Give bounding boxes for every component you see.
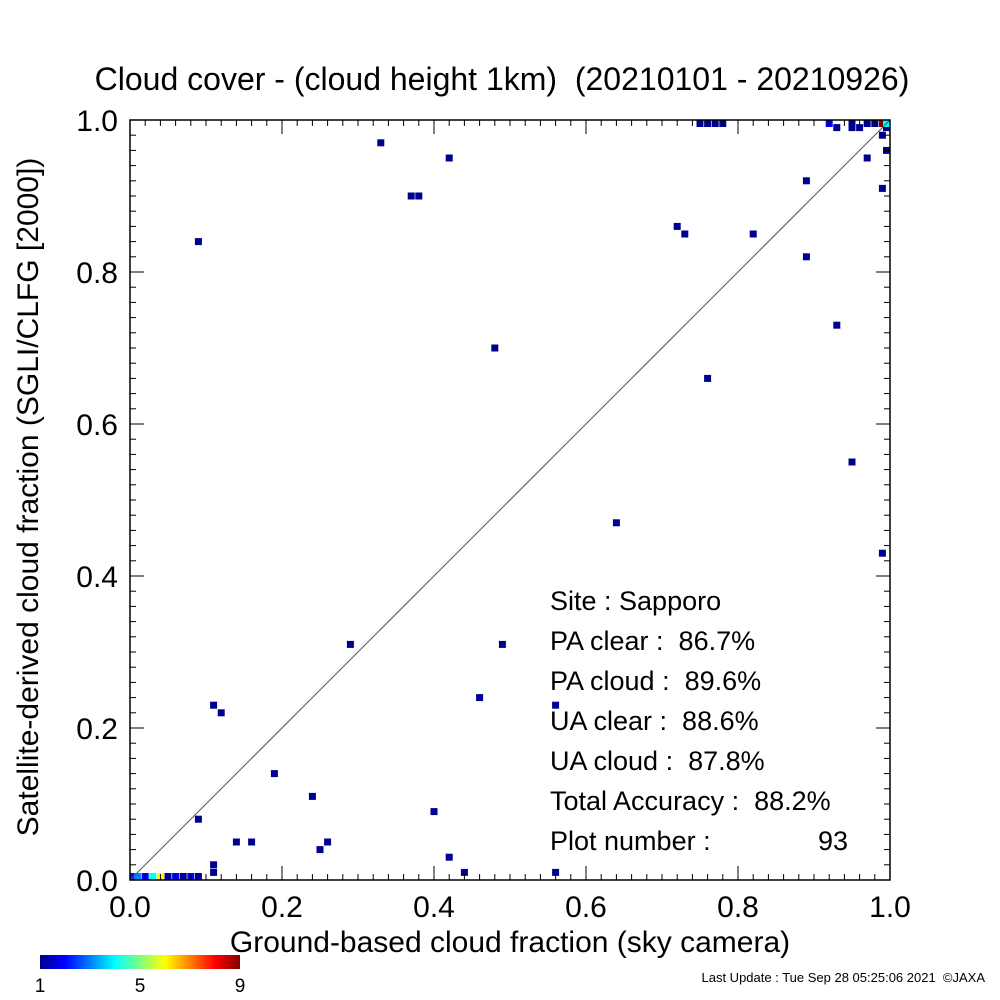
heatmap-cell — [848, 458, 856, 466]
heatmap-cell — [863, 120, 871, 127]
statistics-panel: Site : Sapporo PA clear : 86.7% PA cloud… — [550, 586, 848, 856]
heatmap-cell — [802, 253, 810, 261]
heatmap-cell — [833, 124, 841, 132]
heatmap-cell — [232, 838, 240, 846]
y-tick-label: 0.4 — [76, 561, 118, 594]
heatmap-cell — [194, 815, 202, 823]
heatmap-cell — [878, 549, 886, 557]
heatmap-cell — [552, 868, 560, 876]
ua-cloud: UA cloud : 87.8% — [550, 746, 765, 776]
heatmap-cell — [498, 640, 506, 648]
heatmap-cell — [878, 120, 886, 127]
heatmap-cell — [878, 184, 886, 192]
heatmap-cell — [134, 873, 142, 880]
colorbar-tick-max: 9 — [235, 976, 246, 997]
colorbar-gradient — [40, 955, 240, 969]
heatmap-cell — [681, 230, 689, 238]
heatmap-cell — [194, 873, 202, 880]
colorbar-tick-min: 1 — [35, 976, 46, 997]
heatmap-cell — [270, 770, 278, 778]
colorbar: 1 5 9 — [35, 955, 246, 997]
heatmap-cell — [856, 124, 864, 132]
heatmap-cell — [704, 374, 712, 382]
heatmap-cell — [164, 873, 172, 880]
one-to-one-line — [129, 119, 891, 881]
heatmap-cell — [248, 838, 256, 846]
heatmap-cell — [149, 873, 157, 880]
colorbar-tick-mid: 5 — [135, 976, 146, 997]
heatmap-cell — [612, 519, 620, 527]
heatmap-cell — [179, 873, 187, 880]
heatmap-cell — [324, 838, 332, 846]
heatmap-cell — [848, 124, 856, 132]
heatmap-cell — [217, 709, 225, 717]
heatmap-cell — [848, 120, 856, 127]
y-axis-label: Satellite-derived cloud fraction (SGLI/C… — [12, 158, 45, 837]
heatmap-cell — [430, 808, 438, 816]
heatmap-cell — [415, 192, 423, 200]
heatmap-cell — [696, 120, 704, 127]
heatmap-cell — [491, 344, 499, 352]
heatmap-cell — [210, 868, 218, 876]
heatmap-cell — [476, 694, 484, 702]
heatmap-cell — [377, 139, 385, 147]
heatmap-cell — [673, 222, 681, 230]
x-tick-label: 0.4 — [413, 891, 455, 924]
y-tick-label: 0.6 — [76, 409, 118, 442]
heatmap-cell — [883, 124, 890, 132]
y-tick-label: 1.0 — [76, 105, 118, 138]
ua-clear: UA clear : 88.6% — [550, 706, 759, 736]
x-axis-label: Ground-based cloud fraction (sky camera) — [230, 926, 790, 959]
heatmap-cell — [711, 120, 719, 127]
heatmap-cell — [863, 154, 871, 162]
y-tick-label: 0.8 — [76, 257, 118, 290]
site-name: Site : Sapporo — [550, 586, 721, 616]
x-tick-labels: 0.0 0.2 0.4 0.6 0.8 1.0 — [109, 891, 911, 924]
heatmap-cell — [445, 853, 453, 861]
x-tick-label: 0.2 — [261, 891, 303, 924]
x-tick-label: 0.6 — [565, 891, 607, 924]
plot-number-value: 93 — [818, 826, 848, 856]
heatmap-cell — [460, 868, 468, 876]
last-update: Last Update : Tue Sep 28 05:25:06 2021 ©… — [702, 970, 986, 985]
x-tick-label: 1.0 — [869, 891, 911, 924]
pa-clear: PA clear : 86.7% — [550, 626, 755, 656]
x-tick-label: 0.8 — [717, 891, 759, 924]
heatmap-cell — [210, 701, 218, 709]
total-accuracy: Total Accuracy : 88.2% — [550, 786, 831, 816]
pa-cloud: PA cloud : 89.6% — [550, 666, 761, 696]
heatmap-cell — [194, 238, 202, 246]
x-tick-label: 0.0 — [109, 891, 151, 924]
heatmap-cell — [802, 177, 810, 185]
heatmap-cell — [878, 131, 886, 139]
heatmap-cell — [316, 846, 324, 854]
y-tick-label: 0.0 — [76, 865, 118, 898]
heatmap-cell — [833, 321, 841, 329]
y-tick-labels: 0.0 0.2 0.4 0.6 0.8 1.0 — [76, 105, 118, 898]
axis-ticks — [129, 119, 891, 881]
heatmap-cell — [346, 640, 354, 648]
heatmap-cell — [445, 154, 453, 162]
heatmap-cell — [552, 701, 560, 709]
heatmap-cell — [407, 192, 415, 200]
plot-number-label: Plot number : — [550, 826, 711, 856]
heatmap-cell — [749, 230, 757, 238]
chart-title: Cloud cover - (cloud height 1km) (202101… — [95, 61, 910, 97]
heatmap-cell — [210, 861, 218, 869]
y-tick-label: 0.2 — [76, 713, 118, 746]
heatmap-cell — [308, 792, 316, 800]
